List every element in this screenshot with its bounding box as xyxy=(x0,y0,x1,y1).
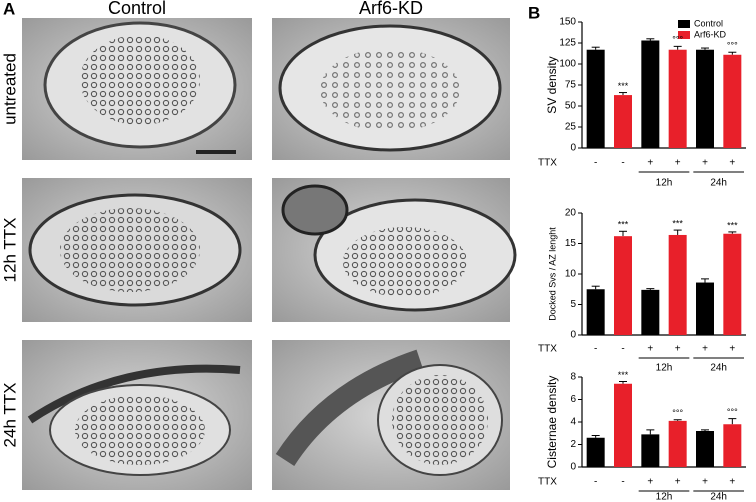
significance-label: *** xyxy=(618,220,629,230)
significance-label: *** xyxy=(618,370,629,380)
significance-label: *** xyxy=(618,81,629,91)
group-label: 12h xyxy=(656,178,673,189)
y-axis-label: SV density xyxy=(545,56,559,113)
y-tick-label: 15 xyxy=(565,238,577,249)
bar xyxy=(696,49,714,148)
bar xyxy=(641,40,660,149)
x-tick-label: + xyxy=(729,477,735,488)
y-tick-label: 5 xyxy=(570,299,576,310)
y-tick-label: 125 xyxy=(559,38,576,49)
y-tick-label: 0 xyxy=(570,143,576,154)
panel-label: A xyxy=(3,0,15,18)
y-tick-label: 0 xyxy=(570,330,576,341)
group-label: 24h xyxy=(710,492,727,502)
y-axis-label: Cisternae density xyxy=(545,376,559,469)
bar xyxy=(696,282,714,335)
x-tick-label: + xyxy=(702,477,708,488)
y-tick-label: 4 xyxy=(570,417,576,428)
x-tick-label: + xyxy=(675,477,681,488)
y-tick-label: 25 xyxy=(565,122,577,133)
group-label: 12h xyxy=(656,363,673,374)
x-tick-label: + xyxy=(729,158,735,169)
significance-label: °°° xyxy=(672,35,683,45)
x-tick-label: + xyxy=(647,477,653,488)
row-label: 12h TTX xyxy=(0,218,19,283)
x-axis-label: TTX xyxy=(538,344,557,355)
micrograph xyxy=(22,178,252,322)
significance-label: *** xyxy=(672,218,683,228)
bar xyxy=(614,383,632,467)
x-tick-label: - xyxy=(621,344,624,355)
bar xyxy=(696,431,714,467)
micrograph xyxy=(22,18,252,160)
y-tick-label: 10 xyxy=(565,269,577,280)
bar xyxy=(586,437,605,467)
group-label: 24h xyxy=(710,178,727,189)
row-label: 24h TTX xyxy=(0,383,19,448)
micrograph xyxy=(272,340,510,490)
micrograph xyxy=(272,18,510,160)
group-label: 24h xyxy=(710,363,727,374)
bar xyxy=(723,233,742,335)
x-tick-label: - xyxy=(594,158,597,169)
micrograph xyxy=(22,340,252,490)
legend-label: Control xyxy=(694,18,723,28)
column-label: Control xyxy=(108,0,166,18)
y-tick-label: 20 xyxy=(565,208,577,219)
x-tick-label: + xyxy=(702,344,708,355)
significance-label: °°° xyxy=(727,407,738,417)
y-tick-label: 50 xyxy=(565,101,577,112)
x-tick-label: + xyxy=(702,158,708,169)
y-tick-label: 6 xyxy=(570,394,576,405)
bar xyxy=(586,49,605,148)
y-tick-label: 0 xyxy=(570,462,576,473)
x-tick-label: - xyxy=(594,477,597,488)
significance-label: *** xyxy=(727,220,738,230)
y-tick-label: 100 xyxy=(559,59,576,70)
y-tick-label: 150 xyxy=(559,17,576,28)
x-tick-label: - xyxy=(621,158,624,169)
bar xyxy=(641,434,660,467)
legend-swatch xyxy=(678,31,690,39)
legend-label: Arf6-KD xyxy=(694,29,727,39)
panel-label: B xyxy=(528,3,540,22)
legend-swatch xyxy=(678,20,690,28)
bar xyxy=(723,54,742,149)
x-tick-label: + xyxy=(729,344,735,355)
bar xyxy=(723,424,742,467)
bar xyxy=(614,95,632,148)
micrograph xyxy=(272,178,517,322)
x-axis-label: TTX xyxy=(538,158,557,169)
bar xyxy=(614,236,632,335)
y-axis-label: Docked Svs / AZ lenght xyxy=(547,227,557,321)
y-tick-label: 8 xyxy=(570,372,576,383)
bar xyxy=(668,49,687,148)
x-axis-label: TTX xyxy=(538,477,557,488)
x-tick-label: + xyxy=(675,158,681,169)
x-tick-label: - xyxy=(594,344,597,355)
column-label: Arf6-KD xyxy=(359,0,423,18)
y-tick-label: 2 xyxy=(570,439,576,450)
significance-label: °°° xyxy=(727,41,738,51)
bar xyxy=(668,234,687,335)
row-label: untreated xyxy=(0,53,19,125)
x-tick-label: + xyxy=(647,158,653,169)
bar xyxy=(668,420,687,467)
significance-label: °°° xyxy=(672,408,683,418)
x-tick-label: + xyxy=(675,344,681,355)
group-label: 12h xyxy=(656,492,673,502)
micrographs xyxy=(22,18,517,490)
y-tick-label: 75 xyxy=(565,80,577,91)
x-tick-label: + xyxy=(647,344,653,355)
x-tick-label: - xyxy=(621,477,624,488)
bar xyxy=(641,289,660,335)
bar xyxy=(586,289,605,335)
